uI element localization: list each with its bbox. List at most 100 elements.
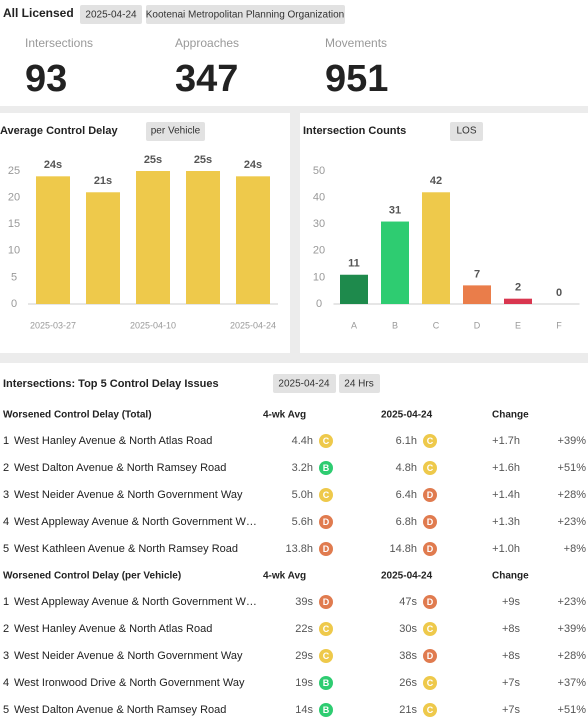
grade-badge xyxy=(319,515,333,529)
rank: 5 xyxy=(3,543,9,555)
y-tick-label: 40 xyxy=(313,192,325,204)
value-label: 25s xyxy=(194,154,212,166)
grade-letter: C xyxy=(427,463,434,473)
value-label: 25s xyxy=(144,154,162,166)
column-header: 4-wk Avg xyxy=(263,410,306,421)
grade-badge xyxy=(319,676,333,690)
bar[interactable] xyxy=(186,171,220,304)
value-label: 7 xyxy=(474,268,480,280)
bar[interactable] xyxy=(422,192,450,304)
bar[interactable] xyxy=(36,176,70,304)
rank: 1 xyxy=(3,435,9,447)
period-badge[interactable] xyxy=(339,374,380,393)
intersection-name[interactable]: West Hanley Avenue & North Atlas Road xyxy=(14,623,212,635)
separator xyxy=(0,353,588,363)
grade-letter: D xyxy=(323,597,330,607)
stat-label: Intersections xyxy=(25,36,93,50)
delay-value: 4.4h xyxy=(292,435,313,447)
change-value: +1.6h xyxy=(492,462,520,474)
change-percent: +8% xyxy=(564,543,587,555)
intersection-name[interactable]: West Ironwood Drive & North Government W… xyxy=(14,677,245,689)
intersection-name[interactable]: West Dalton Avenue & North Ramsey Road xyxy=(14,462,226,474)
column-header: Change xyxy=(492,571,529,582)
grade-letter: C xyxy=(323,624,330,634)
grade-letter: B xyxy=(323,463,330,473)
date-text: 2025-04-24 xyxy=(85,10,137,21)
delay-value: 5.0h xyxy=(292,489,313,501)
bar[interactable] xyxy=(236,176,270,304)
rank: 3 xyxy=(3,489,9,501)
bar[interactable] xyxy=(86,192,120,304)
period-text: 24 Hrs xyxy=(344,379,373,390)
bar[interactable] xyxy=(463,285,491,304)
organization-text: Kootenai Metropolitan Planning Organizat… xyxy=(146,10,344,21)
change-percent: +28% xyxy=(558,650,587,662)
change-value: +1.4h xyxy=(492,489,520,501)
grade-letter: D xyxy=(323,544,330,554)
delay-value: 47s xyxy=(399,596,417,608)
grade-letter: C xyxy=(323,436,330,446)
change-percent: +23% xyxy=(558,516,587,528)
unit-badge[interactable] xyxy=(146,122,205,141)
value-label: 21s xyxy=(94,175,112,187)
rank: 1 xyxy=(3,596,9,608)
x-tick-label: E xyxy=(515,320,521,330)
value-label: 11 xyxy=(348,258,360,270)
unit-badge[interactable] xyxy=(450,122,483,141)
intersection-name[interactable]: West Dalton Avenue & North Ramsey Road xyxy=(14,704,226,716)
rank: 4 xyxy=(3,516,9,528)
grade-badge xyxy=(423,434,437,448)
rank: 5 xyxy=(3,704,9,716)
chart-title: Intersection Counts xyxy=(303,125,406,137)
intersection-name[interactable]: West Neider Avenue & North Government Wa… xyxy=(14,650,243,662)
organization-badge[interactable] xyxy=(146,5,345,24)
grade-badge xyxy=(423,622,437,636)
change-value: +1.0h xyxy=(492,543,520,555)
y-tick-label: 10 xyxy=(313,271,325,283)
intersection-name[interactable]: West Neider Avenue & North Government Wa… xyxy=(14,489,243,501)
grade-badge xyxy=(423,542,437,556)
grade-letter: B xyxy=(323,705,330,715)
x-tick-label: 2025-03-27 xyxy=(30,320,76,330)
intersection-name[interactable]: West Appleway Avenue & North Government … xyxy=(14,596,257,608)
table-title: Worsened Control Delay (Total) xyxy=(3,410,152,421)
y-tick-label: 0 xyxy=(11,298,17,310)
change-value: +7s xyxy=(502,704,521,716)
delay-value: 21s xyxy=(399,704,417,716)
date-text: 2025-04-24 xyxy=(278,379,330,390)
y-tick-label: 20 xyxy=(8,192,20,204)
grade-badge xyxy=(319,649,333,663)
bar[interactable] xyxy=(136,171,170,304)
page-title: All Licensed xyxy=(3,6,74,20)
bar[interactable] xyxy=(381,221,409,304)
grade-letter: C xyxy=(427,624,434,634)
rank: 2 xyxy=(3,623,9,635)
intersection-name[interactable]: West Kathleen Avenue & North Ramsey Road xyxy=(14,543,238,555)
delay-value: 19s xyxy=(295,677,313,689)
bar[interactable] xyxy=(504,298,532,304)
intersection-name[interactable]: West Appleway Avenue & North Government … xyxy=(14,516,257,528)
chart-title: Average Control Delay xyxy=(0,125,118,137)
table-title: Worsened Control Delay (per Vehicle) xyxy=(3,571,181,582)
grade-badge xyxy=(319,434,333,448)
stat-label: Approaches xyxy=(175,36,239,50)
grade-badge xyxy=(423,488,437,502)
value-label: 24s xyxy=(244,159,262,171)
delay-value: 26s xyxy=(399,677,417,689)
x-tick-label: 2025-04-24 xyxy=(230,320,276,330)
date-badge[interactable] xyxy=(273,374,336,393)
y-tick-label: 0 xyxy=(316,298,322,310)
x-tick-label: 2025-04-10 xyxy=(130,320,176,330)
grade-badge xyxy=(319,622,333,636)
x-tick-label: D xyxy=(474,320,481,330)
bar[interactable] xyxy=(340,274,368,304)
grade-badge xyxy=(423,461,437,475)
delay-value: 30s xyxy=(399,623,417,635)
grade-badge xyxy=(423,515,437,529)
separator xyxy=(290,113,300,353)
intersection-name[interactable]: West Hanley Avenue & North Atlas Road xyxy=(14,435,212,447)
change-value: +9s xyxy=(502,596,521,608)
change-value: +8s xyxy=(502,623,521,635)
date-badge[interactable] xyxy=(80,5,142,24)
